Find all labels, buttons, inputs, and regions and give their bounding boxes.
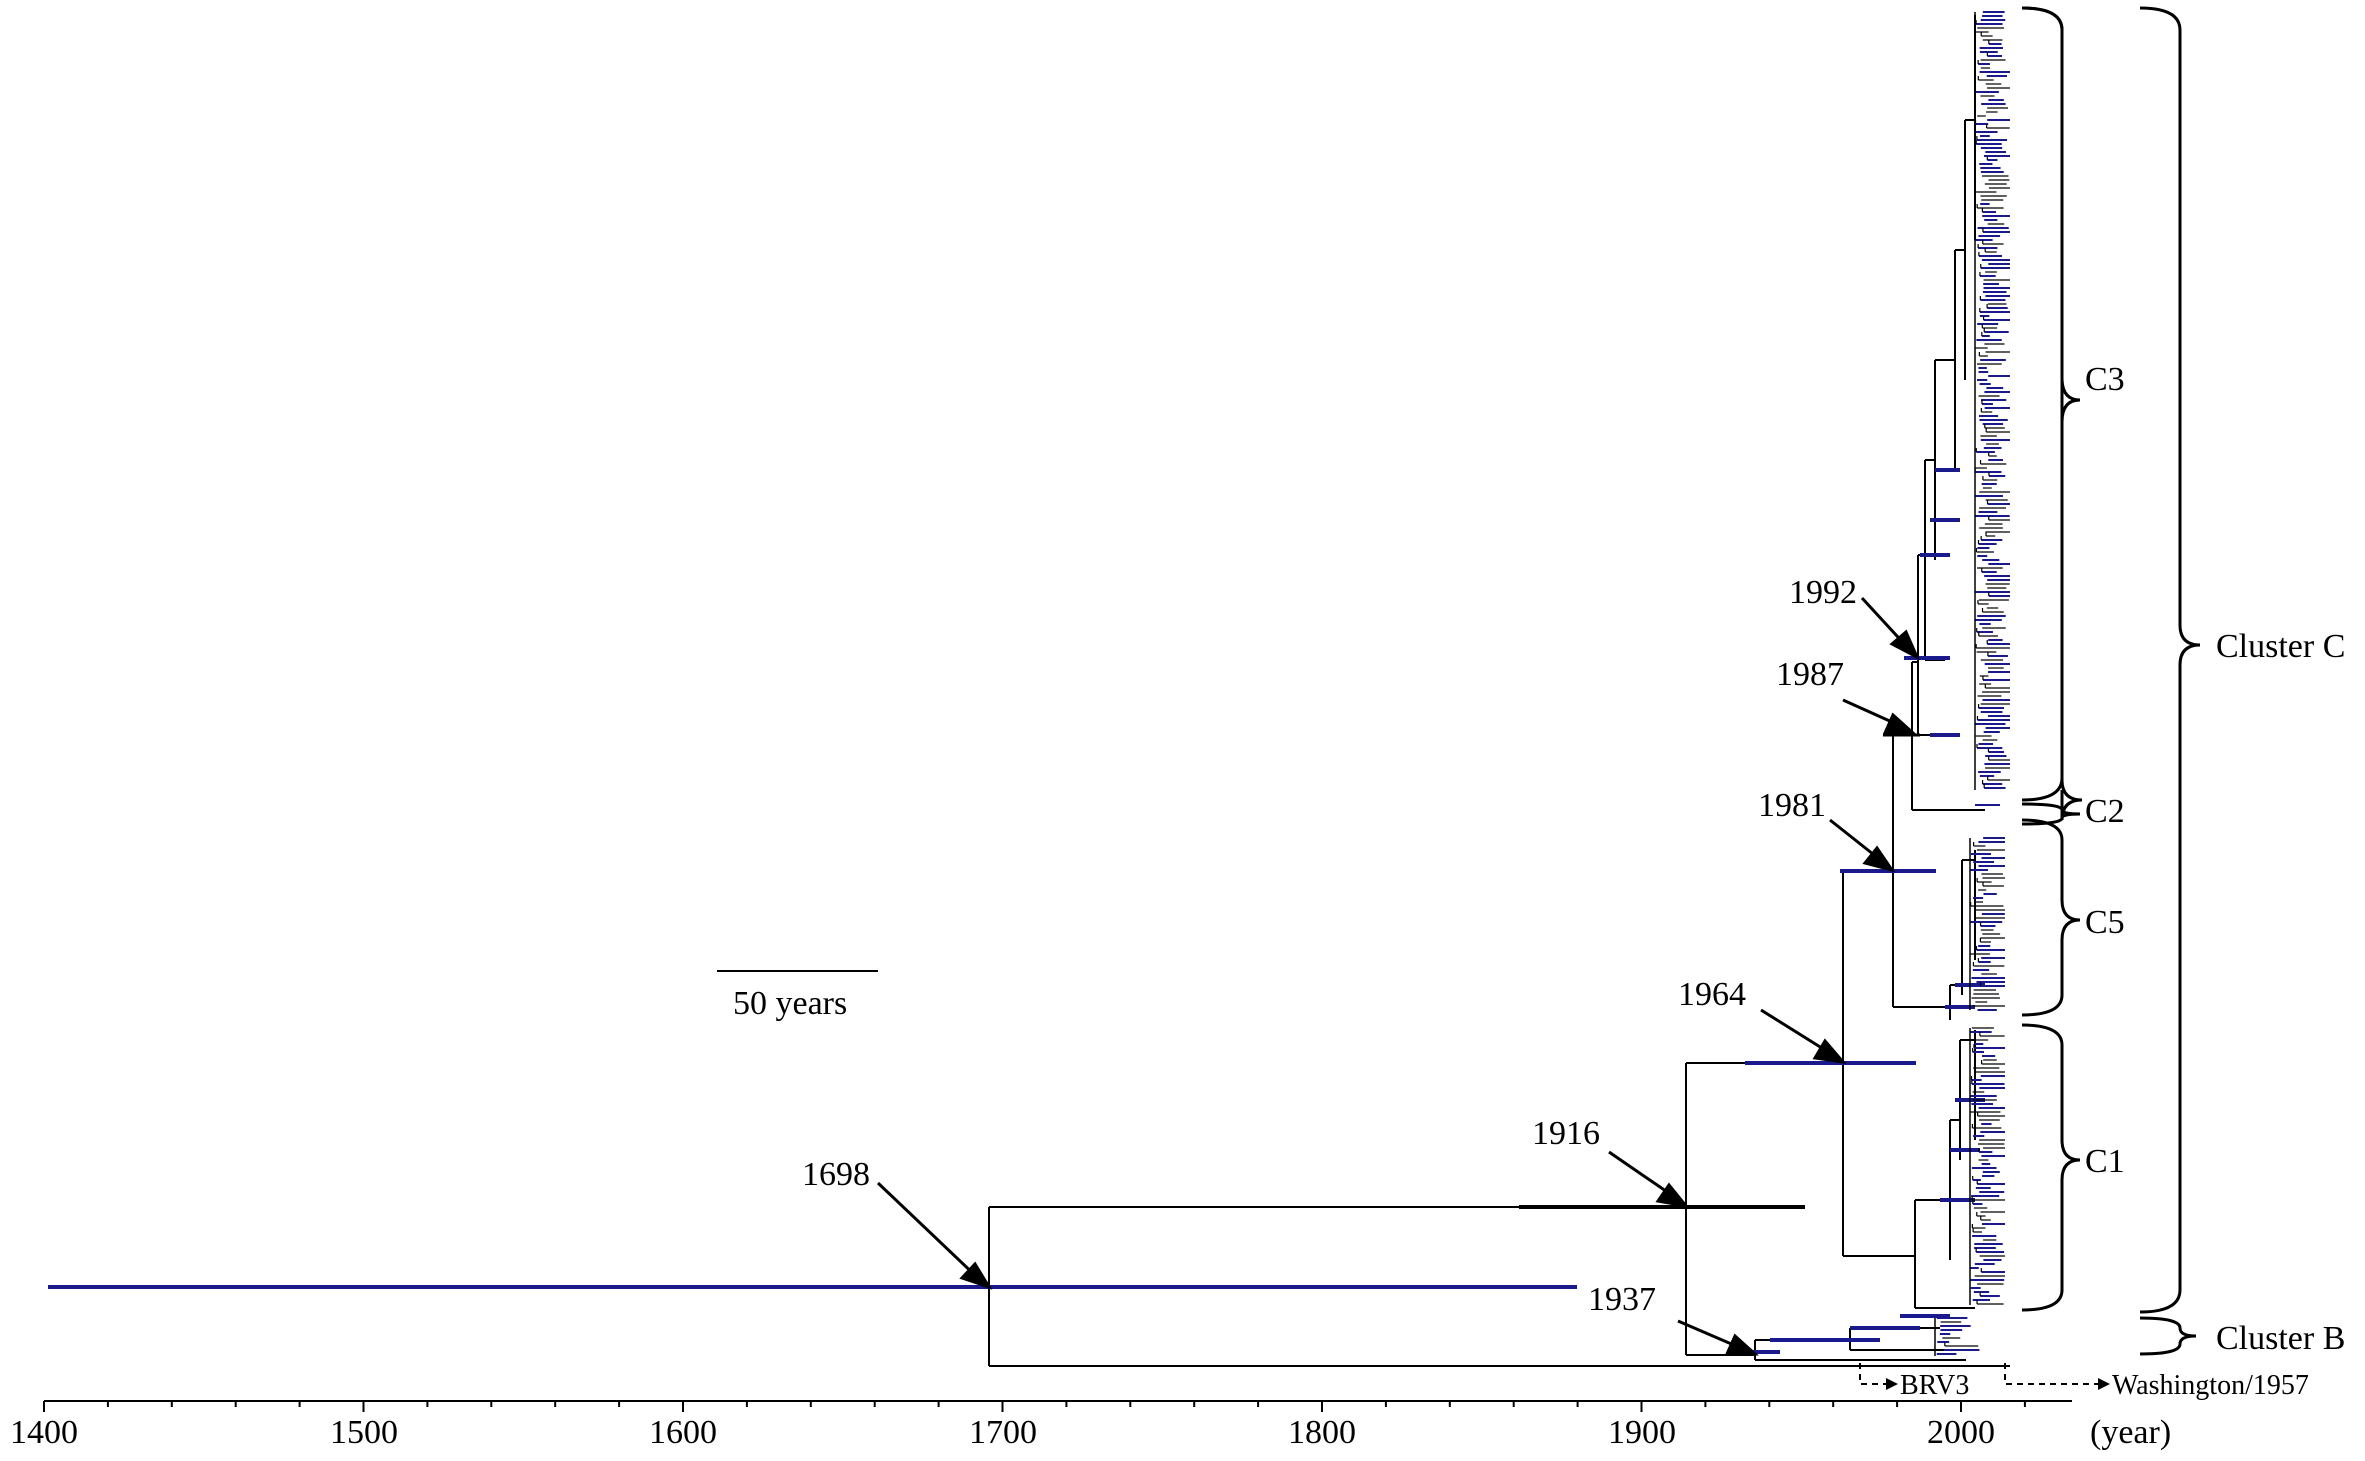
- tips-clade-c5: [1969, 837, 2005, 1011]
- bracket-c3: [2021, 6, 2083, 821]
- clade-brackets: [2021, 6, 2201, 1356]
- clade-label-c3: C3: [2085, 361, 2125, 398]
- tree-backbone: [988, 15, 2010, 1367]
- axis-tick-label-1500: 1500: [330, 1414, 398, 1451]
- axis-ticks: [43, 1401, 2026, 1412]
- node-date-arrows: [876, 596, 1921, 1356]
- axis-tick-label-1600: 1600: [649, 1414, 717, 1451]
- node-label-1981: 1981: [1758, 787, 1826, 824]
- hpd-bars: [48, 468, 1985, 1354]
- axis-tick-label-1800: 1800: [1288, 1414, 1356, 1451]
- bracket-c1: [2021, 1023, 2081, 1312]
- clade-label-cluster-b: Cluster B: [2216, 1320, 2345, 1357]
- bracket-c5: [2021, 818, 2081, 1017]
- strain-label-washington: Washington/1957: [2112, 1370, 2309, 1401]
- node-label-1698: 1698: [802, 1156, 870, 1193]
- axis-unit-label: (year): [2090, 1414, 2171, 1451]
- node-label-1937: 1937: [1588, 1281, 1656, 1318]
- tips-cluster-b: [1934, 1317, 1980, 1356]
- axis-tick-label-1700: 1700: [969, 1414, 1037, 1451]
- scale-bar-label: 50 years: [733, 985, 847, 1022]
- clade-label-c1: C1: [2085, 1143, 2125, 1180]
- time-axis: 1400 1500 1600 1700 1800 1900 2000 (year…: [10, 1400, 2171, 1451]
- node-label-1916: 1916: [1532, 1115, 1600, 1152]
- clade-label-c5: C5: [2085, 904, 2125, 941]
- bracket-c2: [2021, 802, 2081, 826]
- tips-clade-c2: [1912, 804, 2000, 811]
- clade-label-cluster-c: Cluster C: [2216, 628, 2345, 665]
- node-label-1964: 1964: [1678, 976, 1746, 1013]
- bracket-cluster-b: [2139, 1316, 2197, 1356]
- node-label-1987: 1987: [1776, 656, 1844, 693]
- axis-tick-label-2000: 2000: [1927, 1414, 1995, 1451]
- axis-tick-label-1900: 1900: [1608, 1414, 1676, 1451]
- strain-label-brv3: BRV3: [1900, 1370, 1969, 1401]
- tips-clade-c3: [1974, 11, 2010, 790]
- tips-clade-c1: [1969, 1027, 2005, 1305]
- axis-tick-label-1400: 1400: [10, 1414, 78, 1451]
- scale-bar: 50 years: [717, 970, 878, 1022]
- clade-label-c2: C2: [2085, 793, 2125, 830]
- node-label-1992: 1992: [1789, 574, 1857, 611]
- bracket-cluster-c: [2139, 6, 2201, 1314]
